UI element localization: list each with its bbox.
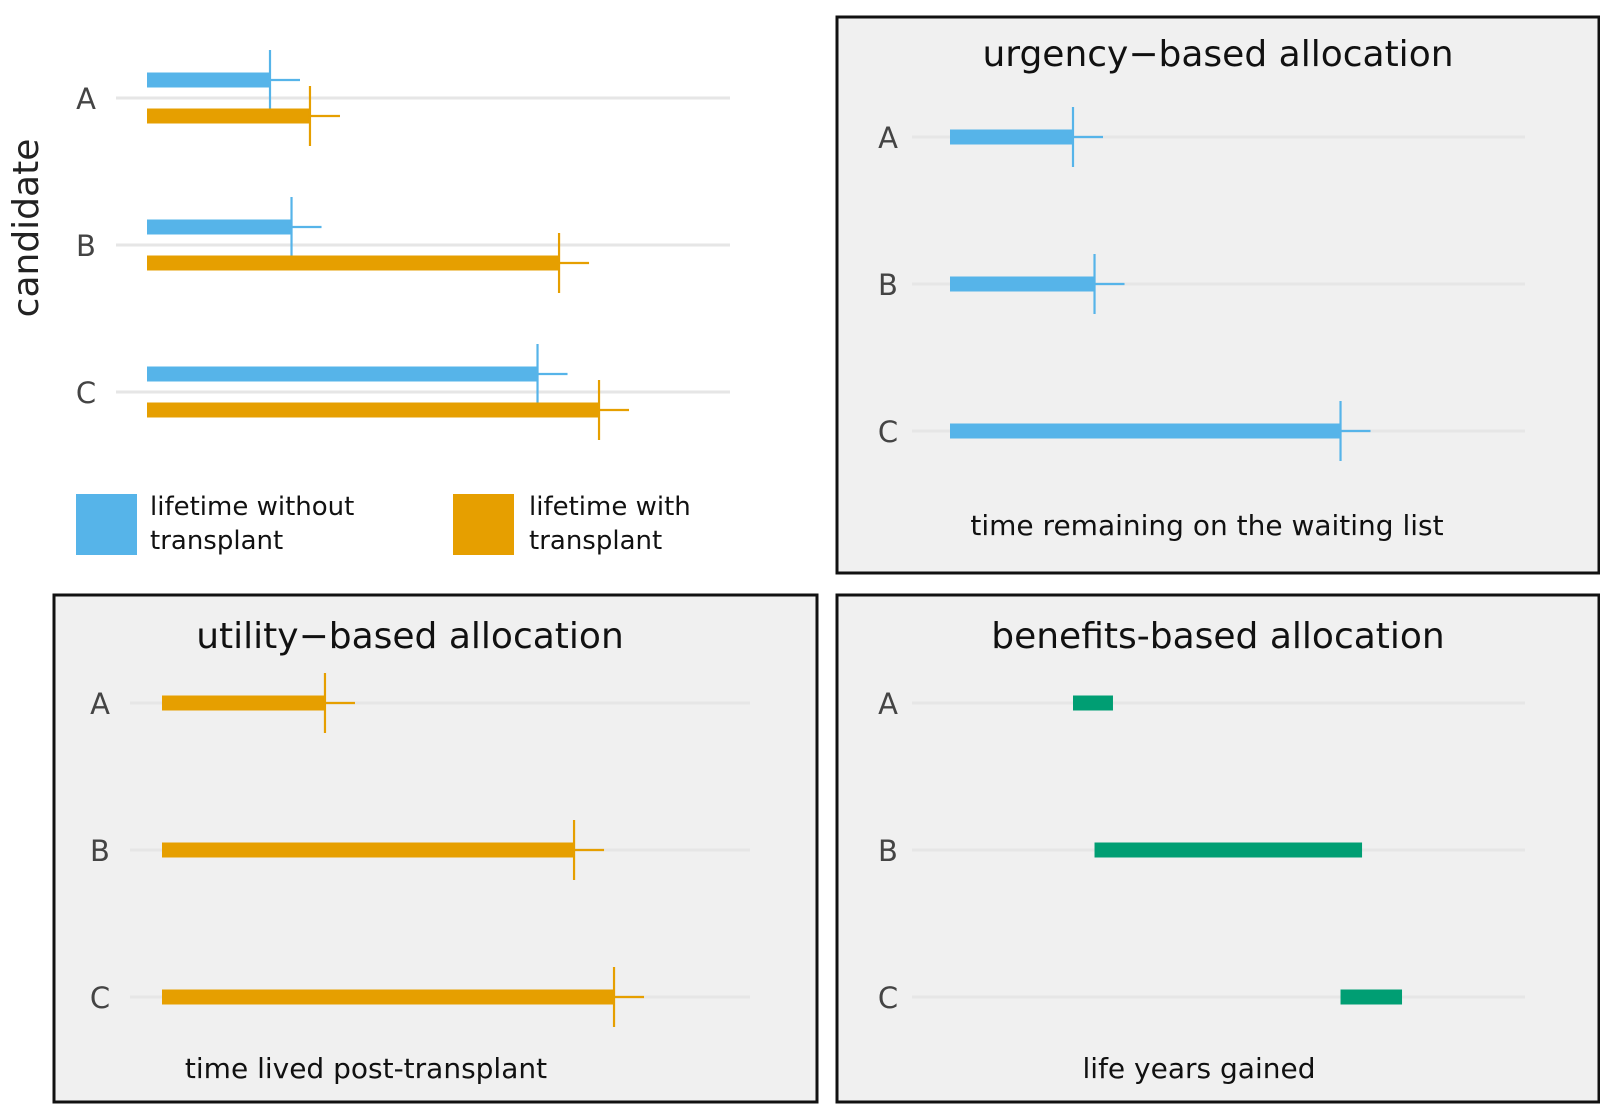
- legend-swatch-without: [76, 494, 137, 555]
- urgency-bar-A: [950, 129, 1073, 145]
- overview-tick-label-B: B: [76, 229, 96, 263]
- overview-bar-with-A: [147, 108, 310, 124]
- utility-title: utility−based allocation: [196, 616, 624, 657]
- urgency-title: urgency−based allocation: [982, 34, 1453, 75]
- benefits-tick-label-C: C: [878, 981, 898, 1015]
- legend-label-with-line2: transplant: [529, 526, 662, 556]
- benefits-title: benefits-based allocation: [991, 616, 1445, 657]
- benefits-bar-B: [1094, 842, 1363, 858]
- overview-bar-without-C: [147, 366, 538, 382]
- benefits-tick-label-B: B: [878, 834, 898, 868]
- utility-bar-B: [162, 842, 575, 858]
- urgency-bar-B: [950, 276, 1095, 292]
- overview-bar-with-B: [147, 255, 560, 271]
- overview-bar-without-A: [147, 72, 270, 88]
- legend-label-with-line1: lifetime with: [529, 492, 691, 522]
- overview-tick-label-A: A: [76, 82, 96, 116]
- legend-swatch-with: [453, 494, 514, 555]
- legend-label-without-line2: transplant: [150, 526, 283, 556]
- benefits-xlabel: life years gained: [1083, 1052, 1316, 1085]
- urgency-panel-frame: [835, 15, 1600, 575]
- utility-bar-A: [162, 695, 325, 711]
- urgency-tick-label-B: B: [878, 268, 898, 302]
- utility-tick-label-A: A: [90, 687, 110, 721]
- utility-tick-label-B: B: [90, 834, 110, 868]
- benefits-tick-label-A: A: [878, 687, 898, 721]
- utility-tick-label-C: C: [90, 981, 110, 1015]
- benefits-bar-C: [1340, 989, 1403, 1005]
- overview-tick-label-C: C: [76, 376, 96, 410]
- urgency-tick-label-A: A: [878, 121, 898, 155]
- urgency-xlabel: time remaining on the waiting list: [970, 509, 1443, 542]
- benefits-bar-A: [1073, 695, 1113, 711]
- urgency-bar-C: [950, 423, 1341, 439]
- utility-xlabel: time lived post-transplant: [185, 1052, 547, 1085]
- utility-bar-C: [162, 989, 615, 1005]
- legend-label-without-line1: lifetime without: [150, 492, 354, 522]
- overview-bar-without-B: [147, 219, 292, 235]
- overview-ylabel: candidate: [6, 139, 47, 318]
- overview-bar-with-C: [147, 402, 600, 418]
- urgency-tick-label-C: C: [878, 415, 898, 449]
